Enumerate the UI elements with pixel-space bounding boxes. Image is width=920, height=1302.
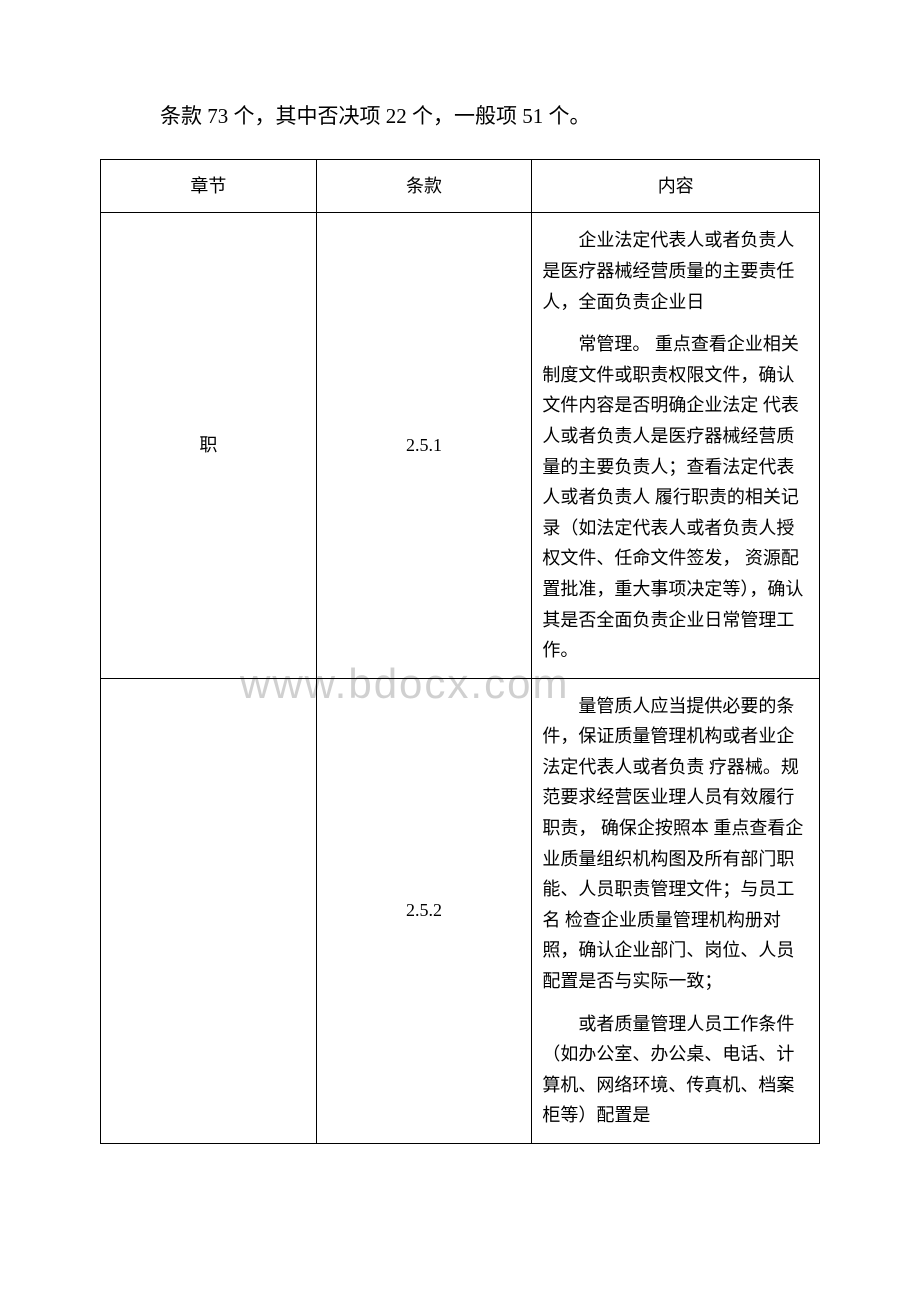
cell-content: 企业法定代表人或者负责人是医疗器械经营质量的主要责任人，全面负责企业日 常管理。… — [532, 213, 820, 678]
header-chapter: 章节 — [101, 159, 317, 213]
content-paragraph: 常管理。 重点查看企业相关制度文件或职责权限文件，确认文件内容是否明确企业法定 … — [542, 329, 809, 666]
content-paragraph: 企业法定代表人或者负责人是医疗器械经营质量的主要责任人，全面负责企业日 — [542, 225, 809, 317]
intro-paragraph: 条款 73 个，其中否决项 22 个，一般项 51 个。 — [160, 100, 820, 134]
table-row: 职 2.5.1 企业法定代表人或者负责人是医疗器械经营质量的主要责任人，全面负责… — [101, 213, 820, 678]
table-row: 2.5.2 量管质人应当提供必要的条件，保证质量管理机构或者业企法定代表人或者负… — [101, 678, 820, 1143]
cell-chapter — [101, 678, 317, 1143]
header-clause: 条款 — [316, 159, 532, 213]
cell-clause: 2.5.2 — [316, 678, 532, 1143]
content-paragraph: 量管质人应当提供必要的条件，保证质量管理机构或者业企法定代表人或者负责 疗器械。… — [542, 691, 809, 997]
cell-clause: 2.5.1 — [316, 213, 532, 678]
content-paragraph: 或者质量管理人员工作条件（如办公室、办公桌、电话、计算机、网络环境、传真机、档案… — [542, 1009, 809, 1131]
cell-content: 量管质人应当提供必要的条件，保证质量管理机构或者业企法定代表人或者负责 疗器械。… — [532, 678, 820, 1143]
cell-chapter: 职 — [101, 213, 317, 678]
header-content: 内容 — [532, 159, 820, 213]
table-header-row: 章节 条款 内容 — [101, 159, 820, 213]
clauses-table: 章节 条款 内容 职 2.5.1 企业法定代表人或者负责人是医疗器械经营质量的主… — [100, 159, 820, 1144]
